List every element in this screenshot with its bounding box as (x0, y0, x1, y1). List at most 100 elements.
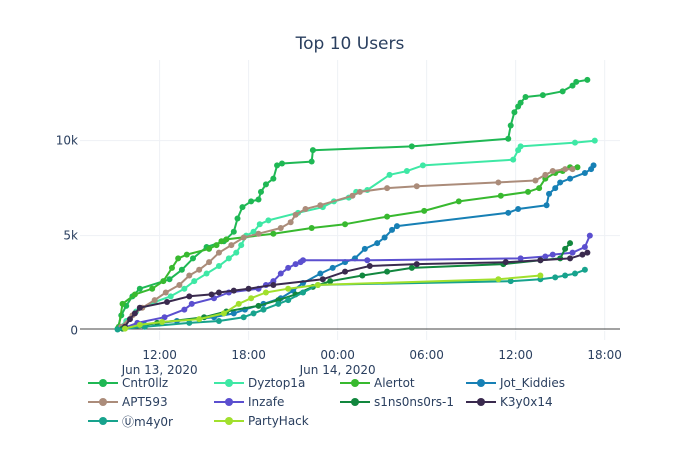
series-point-9 (122, 325, 128, 332)
series-point-7 (215, 289, 222, 296)
series-point-2 (160, 278, 167, 285)
series-point-3 (374, 240, 381, 247)
legend-item[interactable]: Ⓤm4y0r (88, 412, 173, 430)
y-tick-label: 0 (70, 324, 78, 338)
series-point-7 (126, 316, 133, 323)
series-point-8 (186, 319, 193, 326)
series-point-2 (223, 236, 230, 243)
series-point-2 (270, 230, 277, 237)
series-point-5 (517, 255, 524, 262)
series-point-0 (559, 88, 566, 95)
series-point-4 (413, 183, 420, 190)
series-point-1 (403, 168, 410, 175)
series-point-4 (562, 166, 569, 173)
legend-swatch (88, 393, 118, 411)
series-point-4 (569, 166, 576, 173)
series-point-3 (393, 223, 400, 230)
series-point-7 (208, 291, 215, 298)
legend-item[interactable]: PartyHack (214, 412, 309, 430)
legend-item[interactable]: Jot_Kiddies (466, 374, 565, 392)
series-point-4 (255, 230, 262, 237)
series-point-9 (262, 289, 269, 296)
legend-label: APT593 (122, 395, 168, 409)
series-point-2 (525, 188, 532, 195)
series-point-4 (356, 188, 363, 195)
legend-item[interactable]: Dyztop1a (214, 374, 305, 392)
series-point-4 (532, 177, 539, 184)
legend-swatch (88, 412, 118, 430)
series-point-3 (546, 190, 553, 197)
series-line-0 (116, 78, 588, 329)
series-point-4 (384, 185, 391, 192)
series-point-9 (248, 295, 255, 302)
series-point-9 (235, 300, 242, 307)
series-point-7 (164, 299, 171, 306)
legend-swatch-dot (99, 417, 107, 425)
legend-label: s1ns0ns0rs-1 (374, 395, 455, 409)
legend-swatch-dot (225, 379, 233, 387)
series-point-9 (495, 276, 502, 283)
series-point-2 (175, 255, 182, 262)
series-point-4 (206, 259, 213, 266)
series-point-1 (238, 242, 245, 249)
series-point-6 (408, 264, 415, 271)
series-point-3 (329, 264, 336, 271)
x-tick-label: 06:00 (409, 348, 444, 362)
series-point-3 (515, 206, 522, 213)
series-line-1 (118, 139, 595, 329)
legend-item[interactable]: Cntr0llz (88, 374, 168, 392)
series-point-2 (497, 192, 504, 199)
series-point-7 (579, 251, 586, 258)
series-point-0 (274, 162, 281, 169)
series-point-7 (366, 262, 373, 269)
series-point-0 (270, 175, 277, 182)
series-point-9 (220, 310, 227, 317)
series-point-1 (419, 162, 426, 169)
series-point-5 (277, 270, 284, 277)
series-point-0 (408, 143, 415, 150)
series-point-3 (381, 234, 388, 241)
legend-swatch-dot (225, 398, 233, 406)
x-tick-label: 18:00 (231, 348, 266, 362)
series-point-6 (384, 268, 391, 275)
series-point-7 (319, 276, 326, 283)
series-point-2 (183, 251, 190, 258)
series-point-8 (300, 289, 307, 296)
series-point-3 (590, 162, 597, 169)
series-point-4 (292, 211, 299, 218)
series-point-0 (507, 122, 514, 129)
series-point-8 (240, 314, 247, 321)
legend-item[interactable]: s1ns0ns0rs-1 (340, 393, 454, 411)
series-point-8 (581, 266, 588, 273)
legend-item[interactable]: K3y0x14 (466, 393, 553, 411)
series-point-1 (386, 171, 393, 178)
series-point-0 (517, 99, 524, 106)
legend-swatch-dot (225, 417, 233, 425)
legend-item[interactable]: APT593 (88, 393, 168, 411)
series-point-4 (302, 206, 309, 213)
legend-label: Dyztop1a (248, 376, 306, 390)
legend-swatch-dot (99, 398, 107, 406)
series-point-7 (342, 268, 349, 275)
legend-item[interactable]: Inzafe (214, 393, 284, 411)
series-point-4 (317, 202, 324, 209)
series-point-2 (536, 185, 543, 192)
series-point-2 (455, 198, 462, 205)
series-point-8 (507, 278, 514, 285)
series-point-0 (584, 76, 591, 83)
series-point-5 (569, 249, 576, 256)
legend-label: Jot_Kiddies (500, 376, 565, 390)
x-tick-sublabel: Jun 13, 2020 (121, 363, 198, 377)
series-point-5 (181, 306, 188, 313)
x-tick-label: 18:00 (587, 348, 622, 362)
legend-label: Alertot (374, 376, 415, 390)
series-point-9 (159, 318, 166, 325)
series-point-2 (206, 245, 213, 252)
series-point-0 (309, 147, 316, 154)
series-point-0 (257, 188, 264, 195)
legend-item[interactable]: Alertot (340, 374, 415, 392)
series-point-0 (308, 158, 315, 165)
chart-title: Top 10 Users (295, 34, 405, 54)
